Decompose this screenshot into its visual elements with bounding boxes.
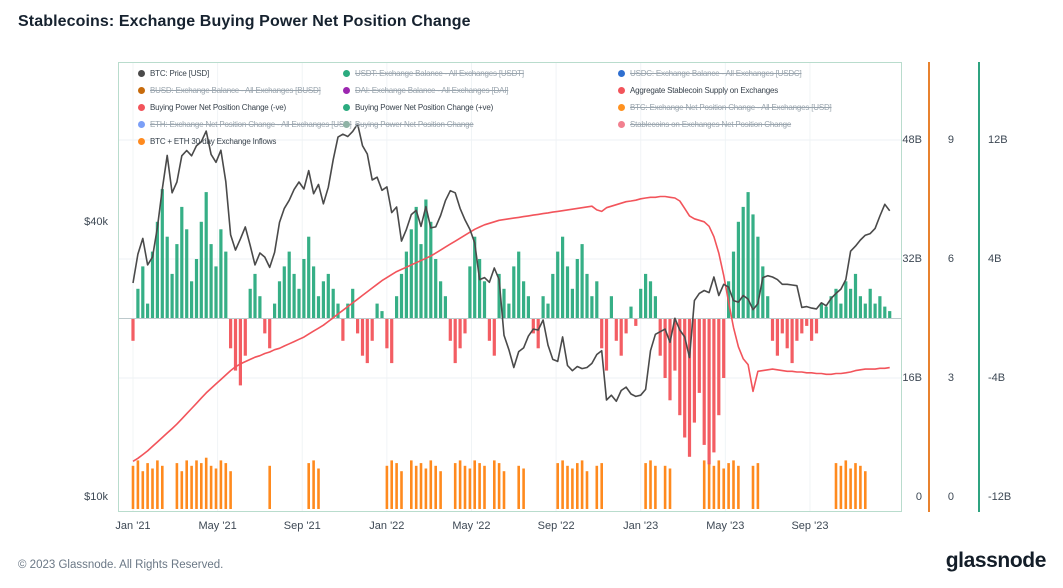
legend-swatch-stablecoins-npc: [618, 121, 625, 128]
legend-label: USDC: Exchange Balance - All Exchanges […: [630, 69, 802, 78]
legend-item-dai-balance[interactable]: DAI: Exchange Balance - All Exchanges [D…: [343, 84, 618, 97]
glassnode-logo: glassnode: [945, 549, 1047, 572]
legend-label: DAI: Exchange Balance - All Exchanges [D…: [355, 86, 509, 95]
right-axis-1-tick: 3: [947, 372, 954, 384]
legend-swatch-eth-net-position-change: [138, 121, 145, 128]
right-axis-2-tick: 4B: [988, 253, 1002, 265]
legend-label: BTC + ETH 30-day Exchange Inflows: [150, 137, 277, 146]
legend-label: Aggregate Stablecoin Supply on Exchanges: [630, 86, 779, 95]
legend-label: BUSD: Exchange Balance - All Exchanges […: [150, 86, 321, 95]
legend-item-usdt-balance[interactable]: USDT: Exchange Balance - All Exchanges […: [343, 67, 618, 80]
right-axis-1-tick: 6: [947, 253, 954, 265]
legend-label: USDT: Exchange Balance - All Exchanges […: [355, 69, 524, 78]
page-title: Stablecoins: Exchange Buying Power Net P…: [18, 13, 471, 30]
legend-item-buying-power-negative[interactable]: Buying Power Net Position Change (-ve): [138, 101, 343, 114]
copyright-text: © 2023 Glassnode. All Rights Reserved.: [18, 559, 224, 571]
x-axis-tick: May '22: [452, 520, 491, 532]
chart-plot[interactable]: [118, 62, 902, 512]
legend-label: ETH: Exchange Net Position Change - All …: [150, 120, 352, 129]
legend-swatch-btc-eth-30d-inflows: [138, 138, 145, 145]
x-axis-tick: May '21: [198, 520, 237, 532]
legend-swatch-dai-balance: [343, 87, 350, 94]
legend-swatch-btc-price: [138, 70, 145, 77]
legend-swatch-usdc-balance: [618, 70, 625, 77]
legend-label: Stablecoins on Exchanges Net Position Ch…: [630, 120, 792, 129]
legend-item-usdc-balance[interactable]: USDC: Exchange Balance - All Exchanges […: [618, 67, 832, 80]
legend-swatch-btc-net-position-change: [618, 104, 625, 111]
legend-label: Buying Power Net Position Change (-ve): [150, 103, 287, 112]
legend-swatch-buying-power-positive: [343, 104, 350, 111]
x-axis-tick: Jan '21: [115, 520, 151, 532]
legend-swatch-usdt-balance: [343, 70, 350, 77]
legend-item-btc-price[interactable]: BTC: Price [USD]: [138, 67, 343, 80]
legend-swatch-buying-power-npc: [343, 121, 350, 128]
legend-item-btc-net-position-change[interactable]: BTC: Exchange Net Position Change - All …: [618, 101, 832, 114]
x-axis-tick: May '23: [706, 520, 745, 532]
legend-label: Buying Power Net Position Change: [355, 120, 474, 129]
right-axis-2-tick: -4B: [988, 372, 1006, 384]
chart-legend: BTC: Price [USD] USDT: Exchange Balance -…: [138, 67, 832, 148]
right-axis-2-tick: 12B: [988, 134, 1008, 146]
legend-item-aggregate-stablecoin-supply[interactable]: Aggregate Stablecoin Supply on Exchanges: [618, 84, 832, 97]
legend-label: BTC: Price [USD]: [150, 69, 210, 78]
legend-swatch-busd-balance: [138, 87, 145, 94]
right-axis-2-tick: -12B: [988, 491, 1012, 503]
inflows-axis-spine: [928, 62, 930, 512]
legend-item-buying-power-positive[interactable]: Buying Power Net Position Change (+ve): [343, 101, 618, 114]
x-axis-tick: Sep '21: [283, 520, 321, 532]
left-axis-tick: $10k: [84, 491, 108, 503]
legend-item-btc-eth-30d-inflows[interactable]: BTC + ETH 30-day Exchange Inflows: [138, 135, 343, 148]
x-axis-tick: Jan '23: [623, 520, 659, 532]
legend-swatch-buying-power-negative: [138, 104, 145, 111]
left-axis-tick: $40k: [84, 215, 108, 228]
x-axis-tick: Jan '22: [369, 520, 405, 532]
legend-item-buying-power-npc[interactable]: Buying Power Net Position Change: [343, 118, 618, 131]
net-position-axis-spine: [978, 62, 980, 512]
legend-item-stablecoins-npc[interactable]: Stablecoins on Exchanges Net Position Ch…: [618, 118, 832, 131]
right-axis-1-tick: 9: [947, 134, 954, 146]
x-axis-tick: Sep '22: [537, 520, 575, 532]
plot-box: BTC: Price [USD] USDT: Exchange Balance -…: [118, 62, 902, 512]
legend-label: Buying Power Net Position Change (+ve): [355, 103, 494, 112]
legend-label: BTC: Exchange Net Position Change - All …: [630, 103, 832, 112]
right-axis-1-tick: 0: [947, 491, 954, 503]
legend-item-busd-balance[interactable]: BUSD: Exchange Balance - All Exchanges […: [138, 84, 343, 97]
legend-swatch-aggregate-stablecoin-supply: [618, 87, 625, 94]
legend-item-eth-net-position-change[interactable]: ETH: Exchange Net Position Change - All …: [138, 118, 352, 131]
x-axis-tick: Sep '23: [791, 520, 829, 532]
